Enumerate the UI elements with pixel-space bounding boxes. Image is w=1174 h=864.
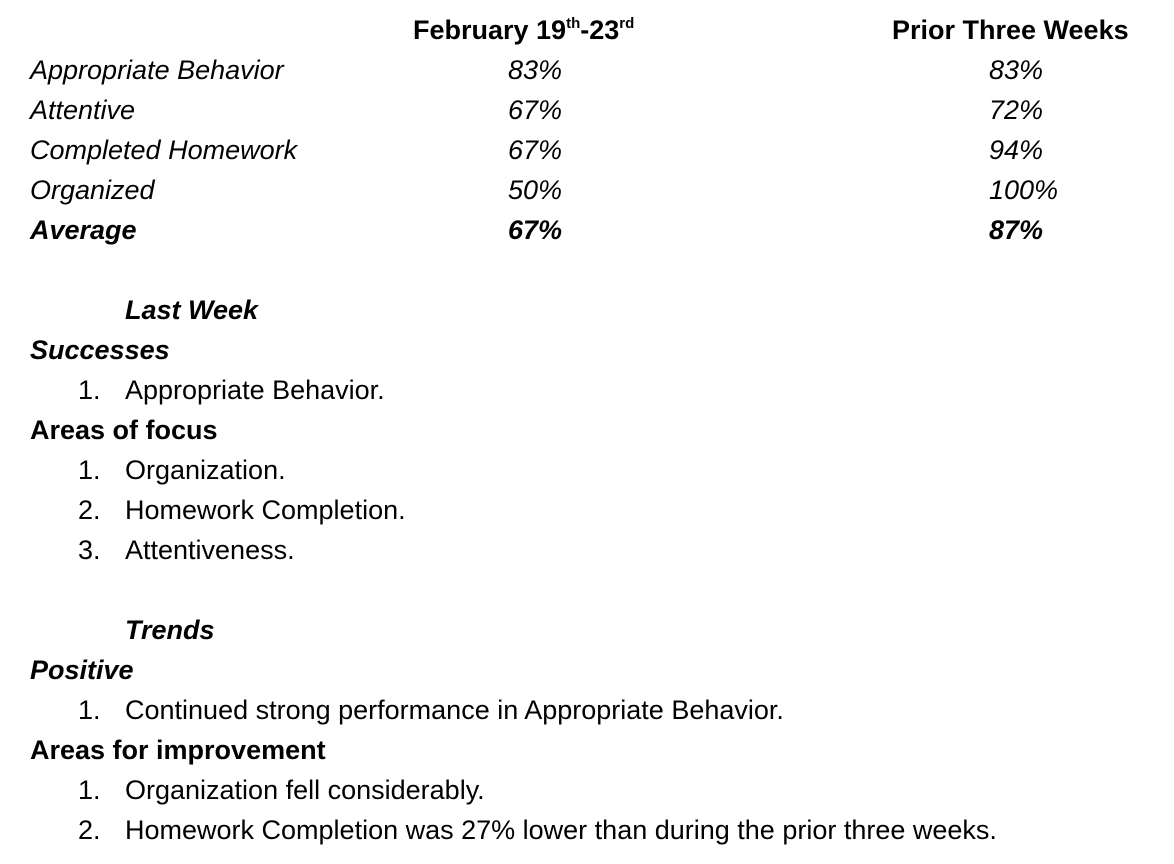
heading-areas-for-improvement: Areas for improvement: [30, 735, 326, 765]
table-row-average: Average 67% 87%: [0, 210, 1174, 250]
section-last-week: Last Week: [0, 290, 1174, 330]
heading-areas-for-improvement-line: Areas for improvement: [0, 730, 1174, 770]
list-item: 1. Appropriate Behavior.: [0, 370, 1174, 410]
row-value-february: 83%: [508, 55, 563, 85]
row-label: Completed Homework: [30, 135, 298, 165]
heading-successes-line: Successes: [0, 330, 1174, 370]
list-text: Appropriate Behavior.: [125, 375, 385, 405]
list-number: 1.: [78, 695, 101, 725]
column-header-february-sup-rd: rd: [619, 15, 635, 32]
row-value-prior: 100%: [989, 175, 1059, 205]
list-number: 1.: [78, 455, 101, 485]
row-value-prior: 83%: [989, 55, 1044, 85]
row-value-february: 50%: [508, 175, 563, 205]
table-row: Organized 50% 100%: [0, 170, 1174, 210]
row-value-prior: 94%: [989, 135, 1044, 165]
heading-successes: Successes: [30, 335, 170, 365]
section-title-trends: Trends: [125, 615, 215, 645]
list-item: 3. Attentiveness.: [0, 530, 1174, 570]
column-header-february-sup-th: th: [566, 15, 581, 32]
list-item: 2. Homework Completion.: [0, 490, 1174, 530]
list-text: Homework Completion was 27% lower than d…: [125, 815, 997, 845]
list-item: 1. Continued strong performance in Appro…: [0, 690, 1174, 730]
section-title-last-week: Last Week: [125, 295, 259, 325]
list-text: Organization fell considerably.: [125, 775, 485, 805]
heading-areas-of-focus: Areas of focus: [30, 415, 218, 445]
list-number: 1.: [78, 375, 101, 405]
heading-areas-of-focus-line: Areas of focus: [0, 410, 1174, 450]
heading-positive-line: Positive: [0, 650, 1174, 690]
list-text: Homework Completion.: [125, 495, 406, 525]
column-header-february: February 19th-23rd: [413, 10, 634, 50]
heading-positive: Positive: [30, 655, 134, 685]
row-value-prior: 72%: [989, 95, 1044, 125]
row-value-prior-average: 87%: [989, 215, 1044, 245]
row-value-february: 67%: [508, 95, 563, 125]
list-item: 1. Organization.: [0, 450, 1174, 490]
row-label: Appropriate Behavior: [30, 55, 284, 85]
list-item: 2. Homework Completion was 27% lower tha…: [0, 810, 1174, 850]
section-trends: Trends: [0, 610, 1174, 650]
list-number: 2.: [78, 495, 101, 525]
list-text: Continued strong performance in Appropri…: [125, 695, 784, 725]
list-number: 2.: [78, 815, 101, 845]
row-label: Organized: [30, 175, 155, 205]
column-header-february-range: -23: [580, 15, 620, 45]
list-item: 1. Organization fell considerably.: [0, 770, 1174, 810]
table-row: Attentive 67% 72%: [0, 90, 1174, 130]
list-number: 1.: [78, 775, 101, 805]
list-number: 3.: [78, 535, 101, 565]
row-value-february: 67%: [508, 135, 563, 165]
list-text: Organization.: [125, 455, 286, 485]
row-value-february-average: 67%: [508, 215, 563, 245]
table-row: Completed Homework 67% 94%: [0, 130, 1174, 170]
table-row: Appropriate Behavior 83% 83%: [0, 50, 1174, 90]
column-header-prior-three-weeks: Prior Three Weeks: [892, 15, 1129, 45]
list-text: Attentiveness.: [125, 535, 295, 565]
row-label: Attentive: [30, 95, 136, 125]
column-header-february-main: February 19: [413, 15, 567, 45]
row-label-average: Average: [30, 215, 137, 245]
